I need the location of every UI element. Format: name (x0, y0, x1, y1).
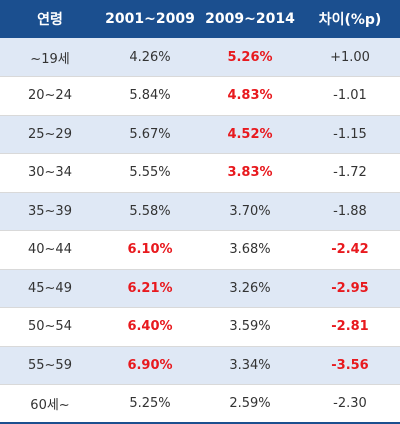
cell-period-1: 4.26% (129, 49, 171, 65)
table-row: 20~24 5.84% 4.83% -1.01 (0, 76, 400, 115)
cell-age: 25~29 (28, 126, 72, 142)
header-period-1: 2001~2009 (105, 11, 195, 27)
cell-period-2: 5.26% (227, 49, 273, 65)
table-row: 35~39 5.58% 3.70% -1.88 (0, 192, 400, 231)
cell-age: 35~39 (28, 203, 72, 219)
cell-period-1: 5.25% (129, 396, 171, 411)
cell-period-1: 5.67% (129, 126, 171, 142)
cell-period-1: 6.10% (127, 242, 173, 258)
cell-age: 55~59 (28, 357, 72, 373)
cell-period-1: 6.40% (127, 319, 173, 335)
cell-difference: -2.95 (331, 280, 369, 296)
cell-difference: -2.30 (333, 396, 367, 411)
cell-difference: +1.00 (330, 49, 370, 65)
cell-difference: -3.56 (331, 357, 369, 373)
cell-age: ~19세 (30, 51, 70, 67)
cell-period-2: 2.59% (229, 396, 271, 411)
table-row: 45~49 6.21% 3.26% -2.95 (0, 269, 400, 308)
table-row: 30~34 5.55% 3.83% -1.72 (0, 153, 400, 192)
table-row: 60세~ 5.25% 2.59% -2.30 (0, 384, 400, 423)
cell-period-1: 5.84% (129, 88, 171, 104)
table-row: 40~44 6.10% 3.68% -2.42 (0, 230, 400, 269)
cell-period-2: 4.52% (227, 126, 273, 142)
header-period-2: 2009~2014 (205, 11, 295, 27)
cell-age: 50~54 (28, 319, 72, 335)
table-row: ~19세 4.26% 5.26% +1.00 (0, 38, 400, 77)
cell-difference: -1.15 (333, 126, 367, 142)
cell-difference: -2.81 (331, 319, 369, 335)
table-row: 25~29 5.67% 4.52% -1.15 (0, 115, 400, 154)
cell-age: 60세~ (30, 398, 70, 413)
cell-period-1: 5.55% (129, 165, 171, 181)
cell-period-2: 3.59% (229, 319, 271, 335)
cell-difference: -1.01 (333, 88, 367, 104)
cell-age: 20~24 (28, 88, 72, 104)
cell-period-1: 6.90% (127, 357, 173, 373)
cell-period-2: 3.70% (229, 203, 271, 219)
cell-period-2: 4.83% (227, 88, 273, 104)
cell-period-2: 3.68% (229, 242, 271, 258)
header-age: 연령 (37, 12, 63, 28)
cell-period-2: 3.34% (229, 357, 271, 373)
cell-period-1: 6.21% (127, 280, 173, 296)
table-row: 55~59 6.90% 3.34% -3.56 (0, 346, 400, 385)
cell-difference: -1.72 (333, 165, 367, 181)
cell-period-2: 3.83% (227, 165, 273, 181)
cell-period-2: 3.26% (229, 280, 271, 296)
cell-age: 40~44 (28, 242, 72, 258)
header-difference: 차이(%p) (318, 12, 382, 28)
cell-difference: -2.42 (331, 242, 369, 258)
cell-difference: -1.88 (333, 203, 367, 219)
table-header: 연령 2001~2009 2009~2014 차이(%p) (0, 0, 400, 38)
cell-age: 45~49 (28, 280, 72, 296)
table-row: 50~54 6.40% 3.59% -2.81 (0, 307, 400, 346)
table-body: ~19세 4.26% 5.26% +1.00 20~24 5.84% 4.83% -1.01 2… (0, 38, 400, 423)
cell-age: 30~34 (28, 165, 72, 181)
header-row: 연령 2001~2009 2009~2014 차이(%p) (0, 0, 400, 38)
cell-period-1: 5.58% (129, 203, 171, 219)
